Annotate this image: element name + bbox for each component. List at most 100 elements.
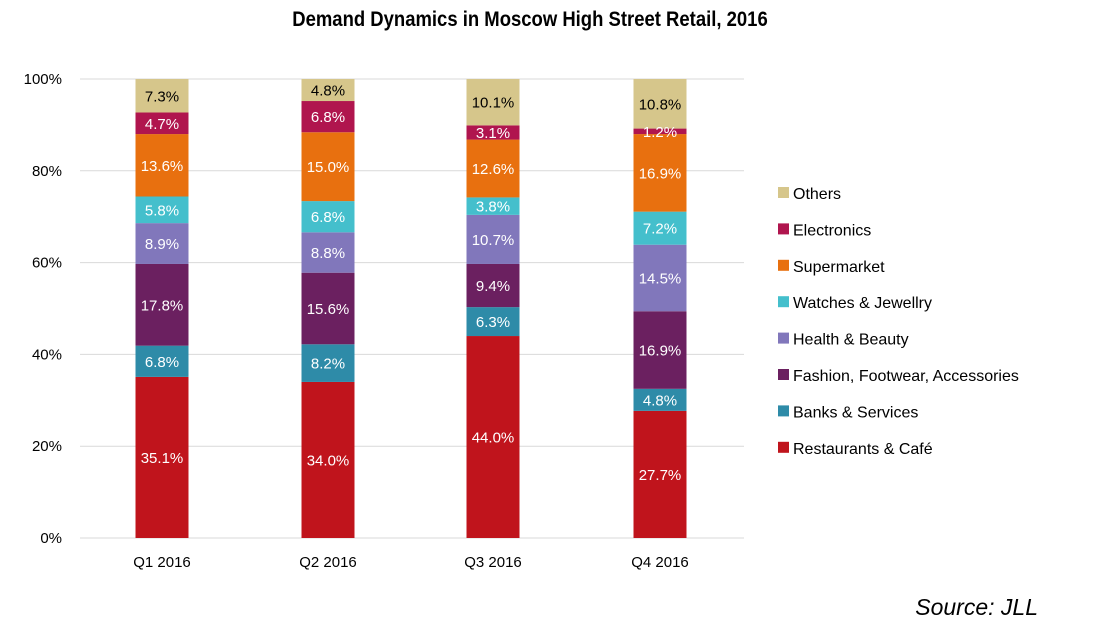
legend-label: Fashion, Footwear, Accessories (793, 368, 1019, 385)
chart-title: Demand Dynamics in Moscow High Street Re… (292, 8, 768, 31)
legend-swatch (778, 223, 789, 235)
data-labels: 35.1% 6.8% 17.8% 8.9% 5.8% 13.6% 4.7% 7.3% 34.0%… (141, 83, 682, 484)
data-label: 6.8% (311, 209, 345, 226)
x-axis-categories: Q1 2016 Q2 2016 Q3 2016 Q4 2016 (133, 554, 689, 571)
data-label: 5.8% (145, 202, 179, 219)
legend-item: Fashion, Footwear, Accessories (778, 368, 1019, 385)
bar-segment (135, 345, 189, 377)
bar-segment (135, 134, 189, 197)
data-label: 10.7% (472, 232, 515, 249)
bar-segment (135, 112, 189, 135)
bar-segment (466, 125, 520, 140)
bar-segment (135, 79, 189, 113)
bar-segment (466, 336, 520, 538)
data-label: 34.0% (307, 452, 350, 469)
x-category-label: Q3 2016 (464, 554, 522, 571)
bar-segment (633, 79, 687, 129)
bar-segment (301, 101, 355, 133)
legend-swatch (778, 259, 789, 271)
data-label: 16.9% (639, 343, 682, 360)
bar-segment (466, 197, 520, 215)
legend-label: Banks & Services (793, 404, 918, 421)
legend-label: Health & Beauty (793, 332, 909, 349)
legend-label: Supermarket (793, 259, 885, 276)
legend-swatch (778, 296, 789, 308)
bar-segment (466, 139, 520, 198)
data-label: 7.3% (145, 88, 179, 105)
legend-item: Others (778, 186, 841, 203)
bar-segment (135, 376, 189, 538)
data-label: 9.4% (476, 278, 510, 295)
legend-item: Banks & Services (778, 404, 918, 421)
data-label: 3.8% (476, 199, 510, 216)
data-label: 12.6% (472, 161, 515, 178)
y-axis-ticks: 0% 20% 40% 60% 80% 100% (24, 71, 62, 547)
data-label: 8.9% (145, 236, 179, 253)
data-label: 10.1% (472, 95, 515, 112)
bar-segment (633, 134, 687, 212)
bar-segment (301, 344, 355, 382)
data-label: 8.2% (311, 356, 345, 373)
bar-segment (633, 244, 687, 312)
legend-swatch (778, 332, 789, 344)
data-label: 6.8% (311, 109, 345, 126)
bar-segment (466, 307, 520, 337)
data-label: 15.6% (307, 301, 350, 318)
bar-segment (135, 223, 189, 264)
y-tick-label: 40% (32, 346, 62, 363)
data-label: 17.8% (141, 297, 184, 314)
legend-label: Restaurants & Café (793, 441, 933, 458)
legend-item: Watches & Jewellry (778, 295, 932, 312)
bar-segment (633, 388, 687, 411)
bars (135, 79, 687, 538)
legend-item: Health & Beauty (778, 332, 909, 349)
bar-segment (301, 232, 355, 273)
data-label: 8.8% (311, 245, 345, 262)
data-label: 15.0% (307, 159, 350, 176)
legend-label: Watches & Jewellry (793, 295, 932, 312)
data-label: 1.2% (643, 124, 677, 141)
legend-swatch (778, 441, 789, 453)
y-tick-label: 0% (40, 530, 62, 547)
data-label: 10.8% (639, 96, 682, 113)
x-category-label: Q4 2016 (631, 554, 689, 571)
y-tick-label: 80% (32, 163, 62, 180)
legend-swatch (778, 369, 789, 380)
data-label: 13.6% (141, 158, 184, 175)
data-label: 4.8% (311, 83, 345, 100)
legend-item: Electronics (778, 222, 871, 239)
bar-segment (135, 196, 189, 224)
bar-segment (301, 201, 355, 233)
data-label: 14.5% (639, 270, 682, 287)
legend: Others Electronics Supermarket Watches & Je… (778, 186, 1019, 458)
legend-label: Others (793, 186, 841, 203)
x-category-label: Q2 2016 (299, 554, 357, 571)
bar-segment (466, 214, 520, 264)
legend-swatch (778, 405, 789, 417)
bar-segment (633, 311, 687, 389)
bar-segment (633, 410, 687, 538)
data-label: 4.7% (145, 116, 179, 133)
data-label: 3.1% (476, 125, 510, 142)
data-label: 6.8% (145, 354, 179, 371)
bar-segment (633, 128, 687, 135)
x-category-label: Q1 2016 (133, 554, 191, 571)
data-label: 6.3% (476, 314, 510, 331)
bar-segment (301, 381, 355, 538)
y-tick-label: 20% (32, 438, 62, 455)
bar-segment (135, 263, 189, 346)
legend-label: Electronics (793, 222, 871, 239)
bar-segment (301, 79, 355, 102)
legend-swatch (778, 187, 789, 198)
data-label: 27.7% (639, 467, 682, 484)
legend-item: Supermarket (778, 259, 885, 276)
source-note: Source: JLL (915, 594, 1038, 620)
bar-segment (466, 79, 520, 126)
legend-item: Restaurants & Café (778, 441, 933, 458)
data-label: 44.0% (472, 430, 515, 447)
bar-segment (633, 211, 687, 245)
y-tick-label: 60% (32, 255, 62, 272)
gridlines (80, 78, 744, 539)
data-label: 7.2% (643, 221, 677, 238)
